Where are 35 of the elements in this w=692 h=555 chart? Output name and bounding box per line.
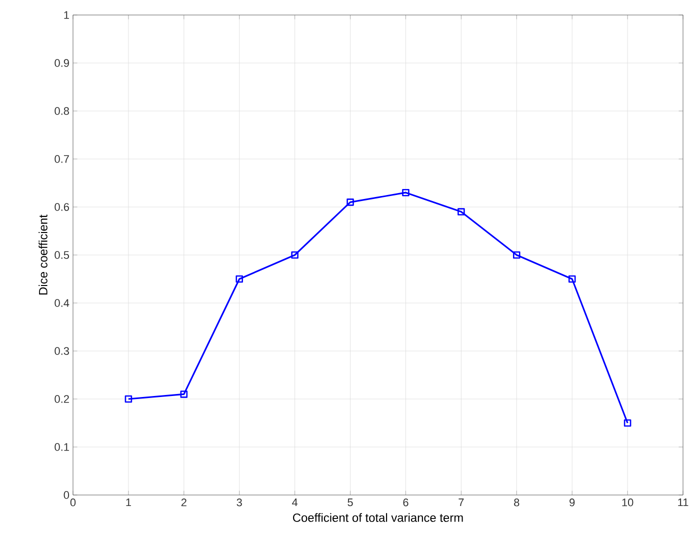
- x-tick-label: 5: [348, 498, 353, 506]
- point: [124, 395, 132, 403]
- x-tick-label: 2: [181, 498, 186, 506]
- point: [568, 275, 576, 283]
- point: [346, 198, 354, 206]
- x-tick-label: 8: [514, 498, 520, 506]
- y-tick-label: 0.3: [54, 347, 69, 355]
- x-tick-label: 9: [570, 498, 575, 506]
- x-tick-label: 1: [126, 498, 131, 506]
- point: [402, 188, 410, 196]
- y-tick-label: 0.1: [54, 443, 69, 451]
- y-tick-label: 0.2: [54, 395, 69, 403]
- y-tick-label: 0.7: [54, 155, 69, 163]
- y-tick-label: 0: [64, 491, 70, 499]
- x-tick-label: 11: [678, 498, 688, 506]
- y-tick-label: 0.4: [54, 299, 70, 307]
- point: [624, 419, 632, 427]
- point: [458, 208, 465, 216]
- y-tick-label: 0.9: [54, 59, 69, 67]
- y-tick-label: 0.5: [54, 251, 70, 259]
- y-tick-label: 0.8: [54, 107, 69, 115]
- y-tick-label: 0.6: [54, 203, 69, 211]
- x-tick-label: 10: [622, 498, 634, 506]
- point: [236, 275, 244, 283]
- x-tick-label: 0: [70, 498, 76, 506]
- point: [180, 390, 188, 398]
- y-tick-label: 1: [64, 11, 69, 19]
- x-tick-label: 4: [292, 498, 298, 506]
- x-axis-title: Coefficient of total variance term: [293, 513, 463, 522]
- y-axis-title: Dice coefficient: [38, 214, 48, 294]
- x-tick-label: 7: [458, 498, 464, 506]
- x-tick-label: 6: [403, 498, 408, 506]
- point: [291, 251, 298, 259]
- point: [513, 251, 520, 259]
- x-tick-label: 3: [236, 498, 242, 506]
